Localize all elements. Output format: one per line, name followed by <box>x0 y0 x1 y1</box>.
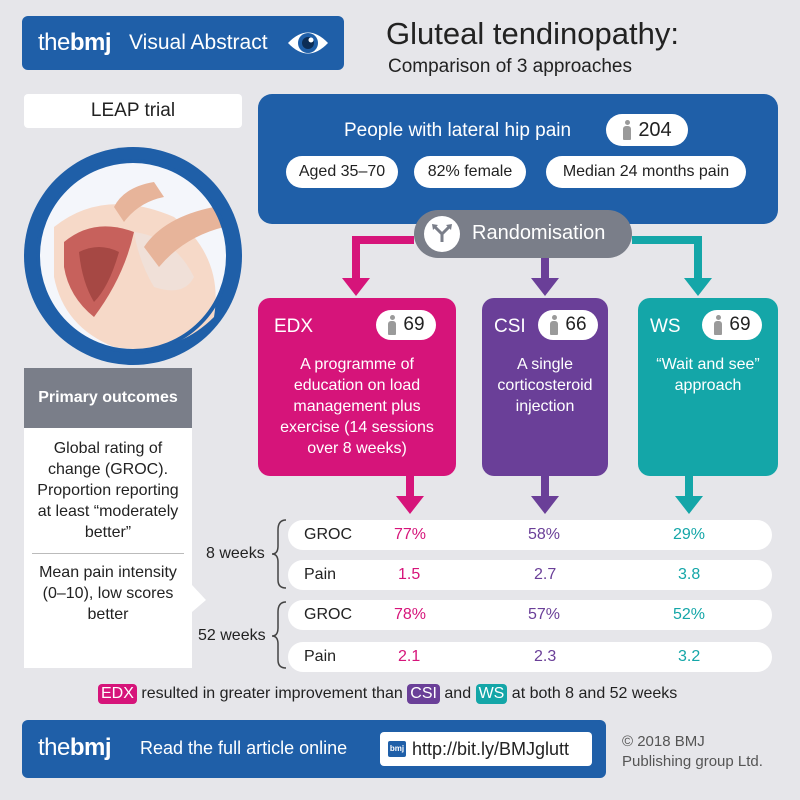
population-count: 204 <box>638 118 672 141</box>
article-url: http://bit.ly/BMJglutt <box>412 738 570 759</box>
arm-edx-name: EDX <box>274 316 314 337</box>
tag-age: Aged 35–70 <box>286 156 398 188</box>
population-count-pill: 204 <box>606 114 688 146</box>
value-csi: 2.3 <box>534 648 557 665</box>
arm-edx: EDX 69 A programme of education on load … <box>258 298 456 476</box>
bmj-logo-footer: thebmj <box>38 734 112 761</box>
copyright: © 2018 BMJ Publishing group Ltd. <box>622 732 763 772</box>
arrowhead-edx-down <box>396 496 424 514</box>
page-title: Gluteal tendinopathy: <box>386 16 679 51</box>
footer-read-text: Read the full article online <box>140 738 348 758</box>
arm-ws-count: 69 <box>729 314 751 335</box>
page-subtitle: Comparison of 3 approaches <box>388 56 632 77</box>
value-ws: 52% <box>673 606 706 623</box>
chip-edx: EDX <box>98 684 137 704</box>
value-edx: 2.1 <box>398 648 421 665</box>
population-box: People with lateral hip pain 204 Aged 35… <box>258 94 778 224</box>
arrowhead-ws-down <box>675 496 703 514</box>
conclusion-part-1: resulted in greater improvement than <box>141 685 403 702</box>
period-52-weeks: 52 weeks <box>198 627 266 644</box>
row-8w-pain: Pain 1.5 2.7 3.8 <box>288 560 772 590</box>
arm-ws-description: “Wait and see” approach <box>656 356 760 394</box>
hip-anatomy-image <box>24 147 242 365</box>
tag-duration: Median 24 months pain <box>546 156 746 188</box>
arm-csi-description: A single corticosteroid injection <box>497 356 593 415</box>
conclusion-part-3: at both 8 and 52 weeks <box>511 685 678 702</box>
value-ws: 29% <box>673 526 706 543</box>
row-label: Pain <box>304 648 337 665</box>
person-icon <box>549 315 559 335</box>
value-ws: 3.2 <box>678 648 701 665</box>
conclusion-part-2: and <box>444 685 472 702</box>
primary-outcomes-heading: Primary outcomes <box>24 368 192 428</box>
eye-icon <box>288 32 328 54</box>
period-8-weeks: 8 weeks <box>206 545 265 562</box>
randomisation-label: Randomisation <box>472 222 606 244</box>
split-arrows-icon <box>424 216 460 252</box>
value-edx: 77% <box>394 526 427 543</box>
arm-csi: CSI 66 A single corticosteroid injection <box>482 298 608 476</box>
randomisation-pill: Randomisation <box>414 210 632 258</box>
trial-name: LEAP trial <box>24 94 242 128</box>
row-8w-groc: GROC 77% 58% 29% <box>288 520 772 550</box>
tag-female: 82% female <box>414 156 526 188</box>
copyright-line-2: Publishing group Ltd. <box>622 753 763 770</box>
person-icon <box>622 120 632 140</box>
row-label: GROC <box>304 526 352 543</box>
bmj-small-icon: bmj <box>388 741 406 757</box>
arm-csi-name: CSI <box>494 316 526 337</box>
arm-edx-count-pill: 69 <box>376 310 436 340</box>
row-label: Pain <box>304 566 337 583</box>
arrowhead-csi <box>531 278 559 296</box>
row-52w-groc: GROC 78% 57% 52% <box>288 600 772 630</box>
arm-ws-name: WS <box>650 316 681 337</box>
footer-bar: thebmj Read the full article online bmj … <box>22 720 606 778</box>
outcomes-pointer <box>192 585 206 612</box>
value-csi: 2.7 <box>534 566 557 583</box>
bmj-logo: thebmj <box>38 29 112 56</box>
value-csi: 58% <box>528 526 561 543</box>
visual-abstract-label: Visual Abstract <box>129 31 268 54</box>
arm-ws: WS 69 “Wait and see” approach <box>638 298 778 476</box>
chip-csi: CSI <box>407 684 440 704</box>
person-icon <box>387 315 397 335</box>
person-icon <box>713 315 723 335</box>
row-label: GROC <box>304 606 352 623</box>
arrow-to-ws <box>632 236 702 284</box>
outcome-groc: Global rating of change (GROC). Proporti… <box>37 440 179 541</box>
value-edx: 78% <box>394 606 427 623</box>
arm-csi-count-pill: 66 <box>538 310 598 340</box>
bmj-visual-abstract-badge: thebmj Visual Abstract <box>22 16 344 70</box>
arm-ws-count-pill: 69 <box>702 310 762 340</box>
conclusion-text: EDX resulted in greater improvement than… <box>98 684 677 704</box>
arm-csi-count: 66 <box>565 314 587 335</box>
chip-ws: WS <box>475 684 508 704</box>
bracket-52-weeks <box>271 601 287 669</box>
copyright-line-1: © 2018 BMJ <box>622 733 705 750</box>
arrowhead-ws <box>684 278 712 296</box>
arrowhead-csi-down <box>531 496 559 514</box>
value-ws: 3.8 <box>678 566 701 583</box>
arrowhead-edx <box>342 278 370 296</box>
row-52w-pain: Pain 2.1 2.3 3.2 <box>288 642 772 672</box>
arm-edx-count: 69 <box>403 314 425 335</box>
bracket-8-weeks <box>271 519 287 589</box>
article-link[interactable]: bmj http://bit.ly/BMJglutt <box>380 732 592 766</box>
primary-outcomes-panel: Primary outcomes Global rating of change… <box>24 368 192 668</box>
value-edx: 1.5 <box>398 566 421 583</box>
value-csi: 57% <box>528 606 561 623</box>
outcome-pain: Mean pain intensity (0–10), low scores b… <box>32 553 184 633</box>
arrow-to-edx <box>352 236 414 284</box>
arm-edx-description: A programme of education on load managem… <box>280 356 434 457</box>
population-title: People with lateral hip pain <box>344 120 572 141</box>
